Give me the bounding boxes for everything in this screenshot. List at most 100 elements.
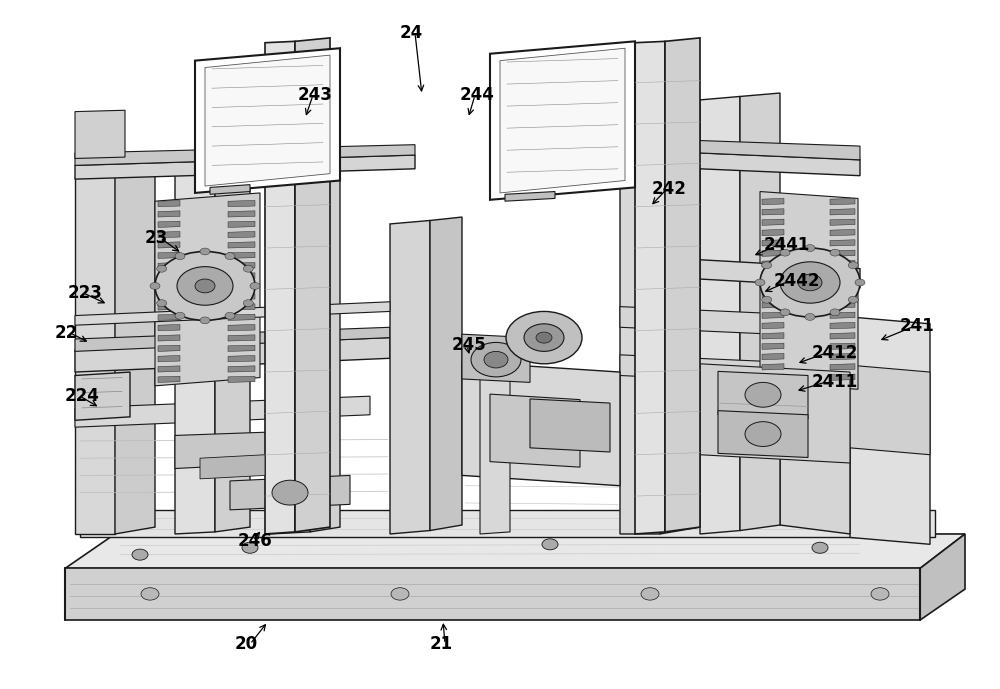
- Polygon shape: [660, 158, 700, 534]
- Polygon shape: [762, 209, 784, 215]
- Polygon shape: [115, 167, 155, 534]
- Circle shape: [780, 249, 790, 256]
- Circle shape: [830, 249, 840, 256]
- Polygon shape: [228, 356, 255, 362]
- Polygon shape: [158, 211, 180, 217]
- Polygon shape: [158, 283, 180, 289]
- Polygon shape: [158, 376, 180, 382]
- Polygon shape: [830, 333, 855, 339]
- Polygon shape: [762, 353, 784, 360]
- Polygon shape: [762, 343, 784, 349]
- Circle shape: [243, 265, 253, 272]
- Polygon shape: [830, 229, 855, 236]
- Circle shape: [524, 324, 564, 351]
- Polygon shape: [75, 327, 390, 351]
- Text: 2411: 2411: [812, 373, 858, 391]
- Polygon shape: [762, 198, 784, 205]
- Polygon shape: [530, 399, 610, 452]
- Polygon shape: [830, 312, 855, 318]
- Polygon shape: [830, 374, 855, 380]
- Polygon shape: [215, 148, 250, 532]
- Polygon shape: [265, 41, 295, 534]
- Polygon shape: [228, 252, 255, 258]
- Polygon shape: [75, 338, 390, 372]
- Text: 243: 243: [298, 86, 333, 104]
- Polygon shape: [158, 221, 180, 227]
- Polygon shape: [158, 345, 180, 351]
- Polygon shape: [228, 200, 255, 207]
- Polygon shape: [700, 260, 860, 288]
- Circle shape: [150, 282, 160, 289]
- Text: 2441: 2441: [764, 236, 810, 254]
- Polygon shape: [228, 304, 255, 310]
- Circle shape: [536, 332, 552, 343]
- Circle shape: [805, 313, 815, 320]
- Polygon shape: [175, 431, 310, 469]
- Polygon shape: [295, 38, 330, 532]
- Polygon shape: [228, 263, 255, 269]
- Circle shape: [848, 296, 858, 303]
- Polygon shape: [620, 150, 860, 176]
- Polygon shape: [830, 260, 855, 267]
- Polygon shape: [700, 364, 850, 463]
- Polygon shape: [75, 302, 390, 325]
- Text: 224: 224: [65, 387, 100, 405]
- Polygon shape: [228, 283, 255, 289]
- Circle shape: [225, 312, 235, 319]
- Text: 223: 223: [68, 284, 103, 302]
- Polygon shape: [228, 335, 255, 341]
- Polygon shape: [158, 356, 180, 362]
- Polygon shape: [762, 312, 784, 318]
- Polygon shape: [195, 48, 340, 193]
- Polygon shape: [700, 96, 740, 534]
- Text: 24: 24: [400, 24, 423, 42]
- Polygon shape: [75, 372, 130, 420]
- Circle shape: [200, 248, 210, 255]
- Polygon shape: [740, 93, 780, 531]
- Polygon shape: [780, 311, 850, 534]
- Polygon shape: [762, 240, 784, 246]
- Circle shape: [195, 279, 215, 293]
- Polygon shape: [718, 411, 808, 457]
- Polygon shape: [430, 217, 462, 531]
- Polygon shape: [462, 362, 620, 486]
- Polygon shape: [230, 475, 350, 510]
- Polygon shape: [158, 304, 180, 310]
- Polygon shape: [760, 192, 858, 389]
- Circle shape: [242, 542, 258, 553]
- Polygon shape: [158, 314, 180, 320]
- Polygon shape: [665, 38, 700, 532]
- Polygon shape: [490, 394, 580, 467]
- Polygon shape: [228, 314, 255, 320]
- Polygon shape: [158, 366, 180, 372]
- Text: 242: 242: [652, 180, 687, 198]
- Polygon shape: [65, 534, 965, 568]
- Polygon shape: [830, 240, 855, 246]
- Circle shape: [812, 542, 828, 553]
- Polygon shape: [830, 209, 855, 215]
- Polygon shape: [158, 242, 180, 248]
- Polygon shape: [830, 250, 855, 256]
- Polygon shape: [228, 294, 255, 300]
- Circle shape: [132, 549, 148, 560]
- Polygon shape: [620, 138, 860, 160]
- Polygon shape: [762, 291, 784, 298]
- Circle shape: [762, 262, 772, 269]
- Polygon shape: [718, 371, 808, 419]
- Circle shape: [272, 480, 308, 505]
- Circle shape: [805, 245, 815, 251]
- Polygon shape: [762, 364, 784, 370]
- Circle shape: [848, 262, 858, 269]
- Circle shape: [391, 588, 409, 600]
- Circle shape: [855, 279, 865, 286]
- Circle shape: [175, 312, 185, 319]
- Text: 245: 245: [452, 336, 487, 354]
- Polygon shape: [75, 155, 415, 179]
- Circle shape: [760, 248, 860, 317]
- Circle shape: [798, 274, 822, 291]
- Polygon shape: [65, 568, 920, 620]
- Polygon shape: [830, 198, 855, 205]
- Polygon shape: [75, 110, 125, 158]
- Polygon shape: [762, 271, 784, 277]
- Circle shape: [755, 279, 765, 286]
